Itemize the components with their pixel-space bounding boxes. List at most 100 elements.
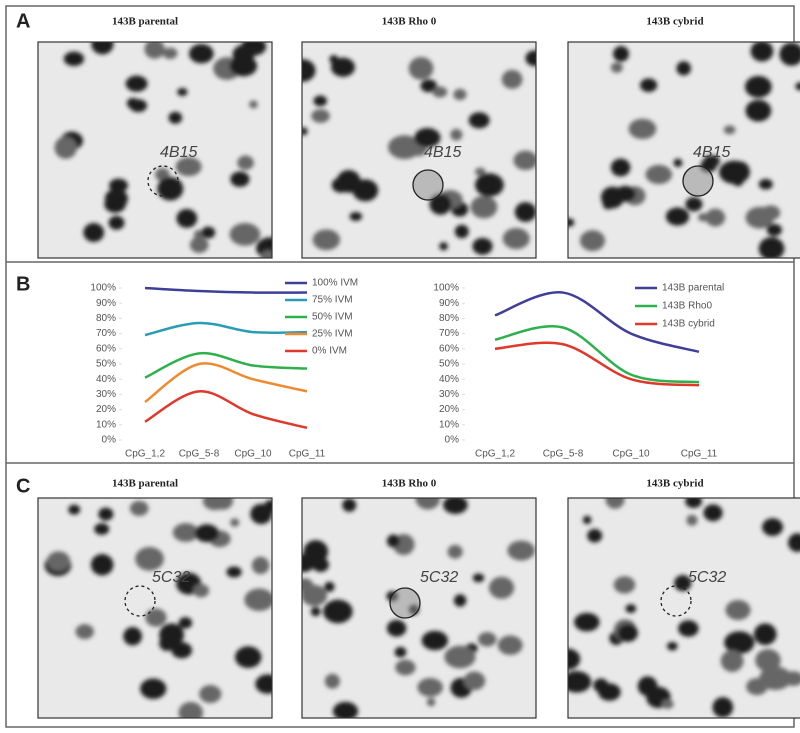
gel-spot bbox=[463, 671, 486, 691]
gel-spot bbox=[610, 62, 623, 73]
image-title: 143B Rho 0 bbox=[382, 478, 437, 490]
image-title: 143B Rho 0 bbox=[382, 16, 437, 28]
gel-spot bbox=[614, 185, 636, 202]
spot-circle bbox=[412, 169, 444, 201]
gel-spot bbox=[313, 95, 328, 107]
gel-spot bbox=[444, 645, 476, 669]
series-line bbox=[494, 291, 700, 354]
gel-spot bbox=[766, 223, 782, 236]
gel-spot bbox=[678, 620, 699, 637]
gel-spots bbox=[54, 42, 272, 258]
gel-spot bbox=[312, 229, 341, 251]
gel-spot bbox=[145, 608, 167, 627]
y-tick-label: 80% bbox=[96, 313, 116, 324]
gel-spot bbox=[189, 236, 209, 253]
gel-spot bbox=[685, 197, 703, 212]
y-tick-label: 80% bbox=[439, 313, 459, 324]
gel-spot bbox=[755, 649, 781, 672]
gel-spot bbox=[475, 173, 504, 197]
gel-spot bbox=[241, 42, 267, 56]
gel-spot bbox=[144, 42, 165, 59]
gel-spot bbox=[342, 498, 357, 512]
gel-spot bbox=[331, 177, 351, 193]
gel-spot bbox=[194, 524, 220, 543]
gel-spot bbox=[140, 678, 167, 700]
gel-spot bbox=[779, 42, 800, 66]
gel-spot bbox=[685, 498, 703, 509]
gel-spot bbox=[237, 155, 254, 170]
image-border bbox=[37, 497, 273, 719]
gel-spot bbox=[712, 697, 734, 718]
gel-spot bbox=[255, 674, 272, 694]
gel-spot bbox=[126, 97, 140, 109]
gel-spot bbox=[617, 623, 638, 642]
series-line bbox=[144, 390, 308, 430]
gel-spot bbox=[665, 207, 690, 226]
x-tick-label: CpG_10 bbox=[234, 449, 272, 460]
gel-spot bbox=[719, 160, 750, 185]
legend-label: 25% IVM bbox=[312, 329, 353, 340]
gel-spot bbox=[426, 697, 436, 707]
gel-spot bbox=[168, 111, 183, 124]
gel-spot bbox=[468, 112, 490, 129]
gel-spot bbox=[750, 42, 774, 62]
gel-spot bbox=[661, 699, 674, 709]
spot-circle bbox=[660, 585, 692, 617]
gel-spot bbox=[91, 42, 114, 55]
gel-spot bbox=[230, 518, 240, 527]
spot-circle bbox=[147, 165, 179, 197]
legend-label: 75% IVM bbox=[312, 295, 353, 306]
gel-spot bbox=[472, 237, 493, 255]
series-line bbox=[494, 341, 700, 387]
y-tick-label: 90% bbox=[439, 298, 459, 309]
gel-spot bbox=[788, 533, 800, 552]
y-tick-label: 100% bbox=[90, 283, 116, 294]
image-border bbox=[301, 41, 537, 259]
gel-spot bbox=[453, 88, 467, 101]
y-tick-label: 0% bbox=[102, 435, 117, 446]
gel-spot bbox=[732, 177, 744, 187]
gel-spot bbox=[46, 551, 71, 572]
spot-label: 5C32 bbox=[688, 569, 726, 586]
gel-spot bbox=[251, 556, 270, 575]
gel-spot bbox=[514, 202, 536, 222]
y-tick-label: 40% bbox=[439, 374, 459, 385]
gel-spot bbox=[613, 46, 630, 62]
gel-spot bbox=[417, 678, 443, 697]
gel-spot bbox=[758, 237, 785, 258]
gel-spot bbox=[579, 230, 606, 252]
gel-spot bbox=[725, 600, 751, 621]
image-border bbox=[567, 497, 800, 719]
gel-spots bbox=[302, 498, 535, 718]
gel-spot bbox=[439, 242, 448, 251]
y-tick-label: 70% bbox=[96, 328, 116, 339]
image-title: 143B parental bbox=[112, 16, 178, 28]
gel-spot bbox=[135, 546, 164, 571]
gel-spot bbox=[637, 676, 658, 696]
gel-spot bbox=[244, 588, 272, 611]
gel-spot bbox=[507, 540, 535, 561]
gel-spot bbox=[674, 575, 692, 592]
gel-spot bbox=[201, 226, 216, 239]
gel-spot bbox=[178, 701, 204, 718]
gel-spot bbox=[420, 79, 437, 93]
gel-spot bbox=[395, 659, 416, 676]
gel-spot bbox=[453, 594, 467, 607]
gel-spot bbox=[226, 566, 242, 578]
gel-spot bbox=[63, 51, 85, 67]
legend-label: 143B Rho0 bbox=[662, 301, 712, 312]
gel-spot bbox=[302, 127, 308, 136]
panel-label: A bbox=[16, 10, 30, 32]
image-title: 143B cybrid bbox=[646, 16, 703, 28]
legend-label: 100% IVM bbox=[312, 278, 358, 289]
spot-label: 4B15 bbox=[693, 144, 730, 161]
y-tick-label: 50% bbox=[96, 359, 116, 370]
gel-spot bbox=[783, 671, 800, 686]
gel-spot bbox=[625, 604, 637, 613]
gel-spot bbox=[349, 211, 363, 221]
y-tick-label: 20% bbox=[439, 404, 459, 415]
image-title: 143B parental bbox=[112, 478, 178, 490]
gel-spot bbox=[697, 213, 709, 222]
gel-spot bbox=[229, 222, 261, 246]
